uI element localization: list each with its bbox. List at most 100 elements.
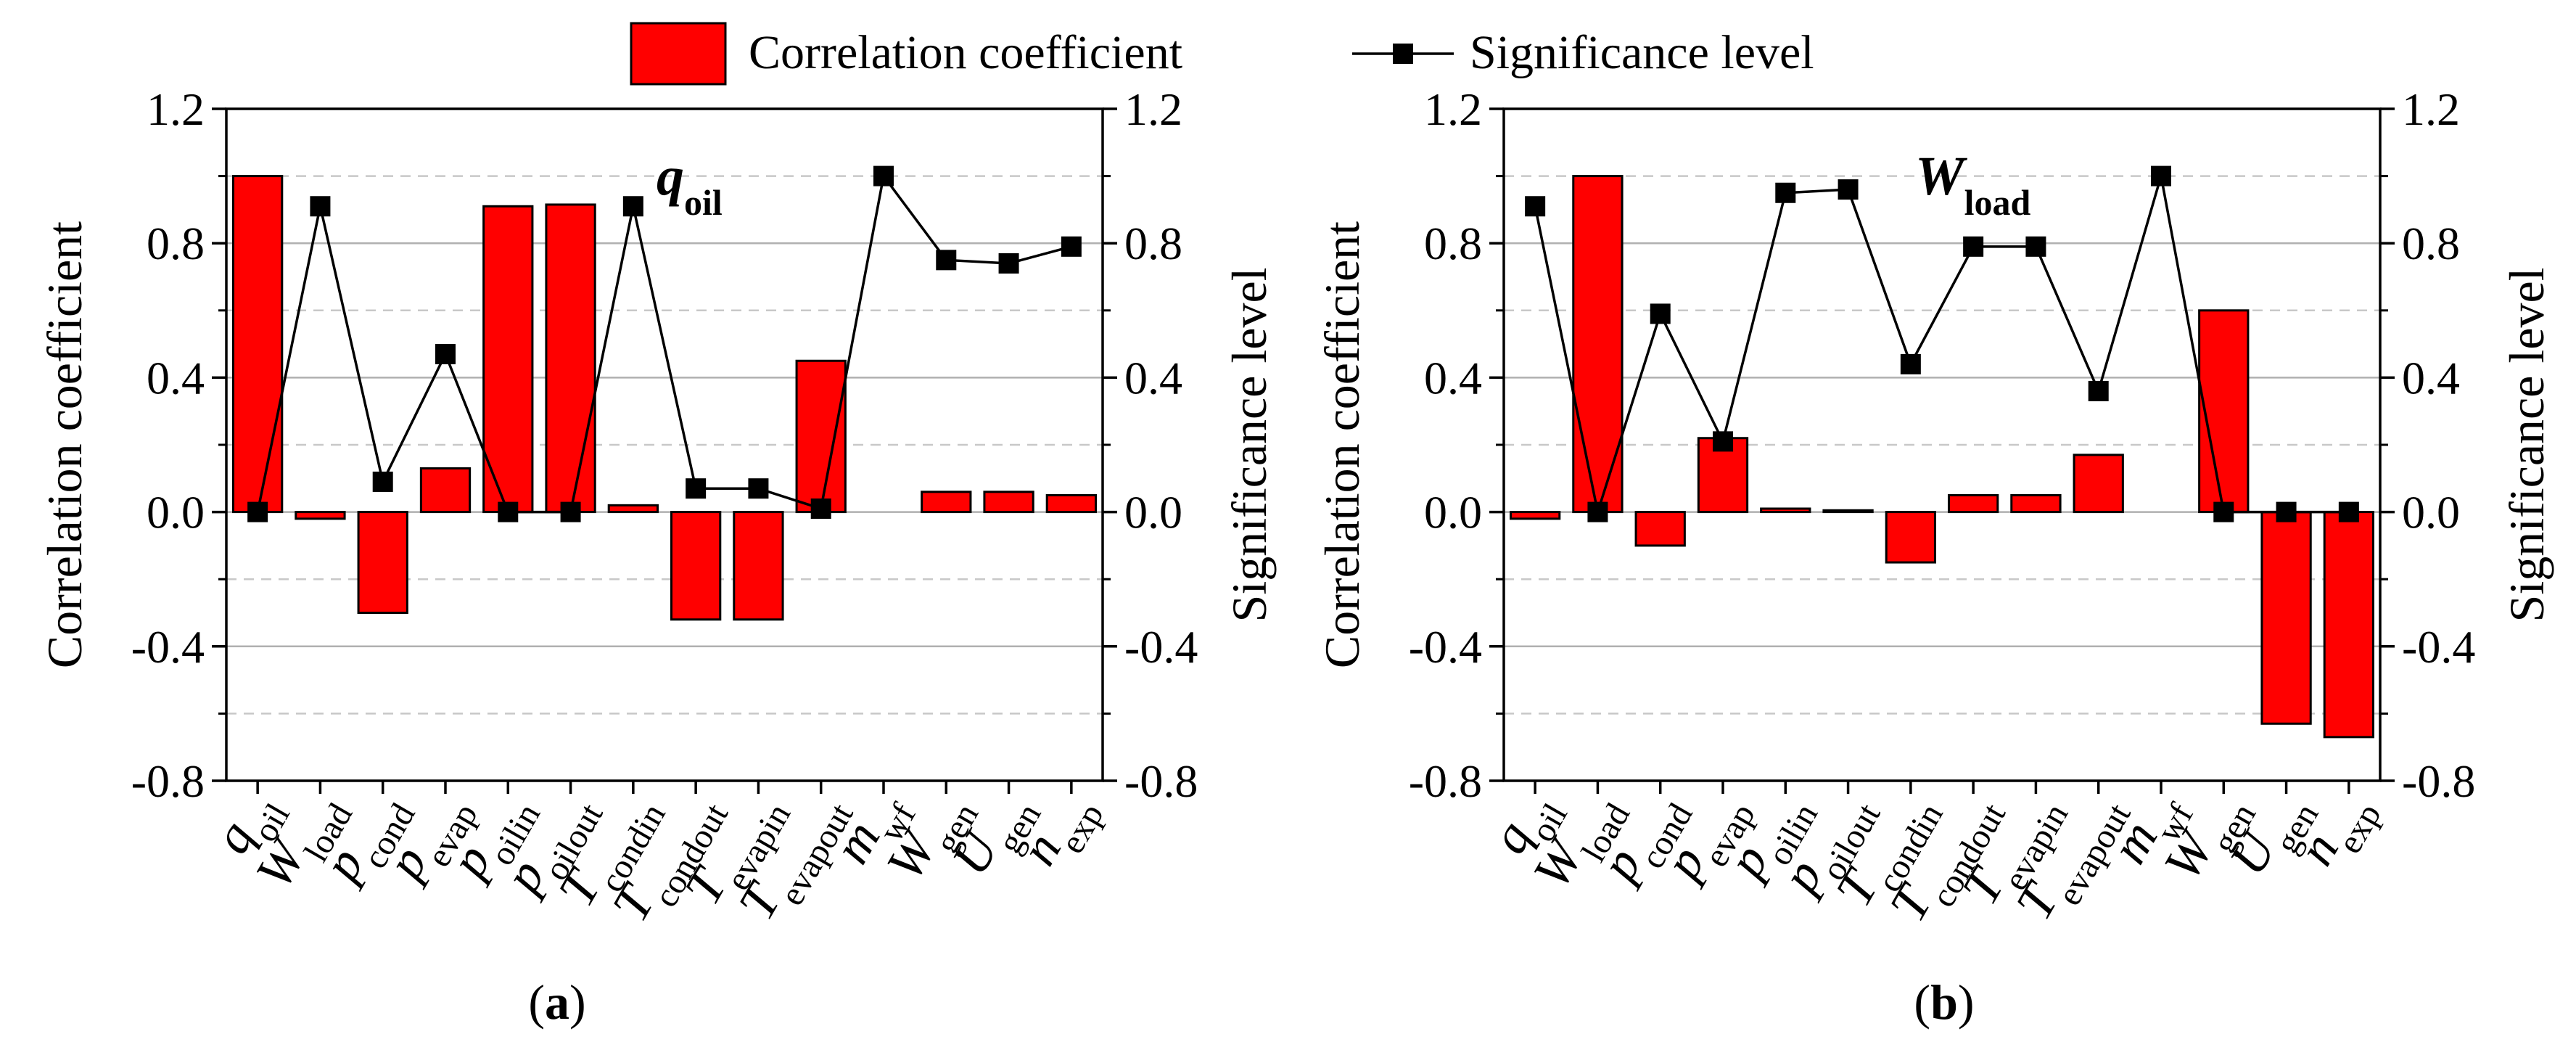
- y-tick-label-left: 0.0: [147, 487, 205, 538]
- y-tick-label-left: 0.0: [1424, 487, 1482, 538]
- y-tick-label-right: 1.2: [2402, 83, 2460, 135]
- bar: [2198, 309, 2250, 514]
- significance-point: [247, 501, 268, 522]
- significance-point: [1963, 236, 1984, 257]
- significance-line: [1534, 176, 2349, 517]
- y-tick-label-left: -0.8: [1409, 755, 1482, 807]
- significance-point: [1650, 303, 1671, 324]
- significance-point: [1900, 353, 1921, 374]
- significance-point: [2025, 236, 2046, 257]
- legend-line-marker: [1393, 44, 1413, 64]
- bar: [2073, 454, 2124, 514]
- y-axis-title-left: Correlation coefficient: [37, 221, 92, 668]
- bar: [295, 511, 346, 520]
- y-tick-label-left: 0.4: [1424, 352, 1482, 403]
- bar: [2260, 511, 2312, 725]
- y-tick-label-right: 0.4: [2402, 352, 2460, 403]
- significance-point: [1587, 501, 1608, 522]
- significance-point: [1838, 179, 1859, 200]
- y-tick-label-right: 0.0: [1124, 487, 1182, 538]
- y-tick-label-right: 0.8: [1124, 218, 1182, 269]
- bar: [1760, 507, 1811, 514]
- y-tick-label-right: -0.8: [2402, 755, 2475, 807]
- y-tick-label-right: 0.4: [1124, 352, 1182, 403]
- significance-point: [748, 478, 769, 499]
- significance-point: [2151, 165, 2171, 186]
- x-tick-label: Wload: [1522, 779, 1637, 906]
- legend-line-label: Significance level: [1470, 26, 1814, 79]
- panel-label: (b): [1914, 975, 1974, 1030]
- chart-panel-b: -0.8 -0.8 -0.4 -0.4 0.0 0.0 0.4 0.4 0.8 0.8 1.2 1.2…: [1314, 83, 2554, 1030]
- bar: [545, 203, 596, 514]
- y-tick-label-right: 0.8: [2402, 218, 2460, 269]
- panels: -0.8 -0.8 -0.4 -0.4 0.0 0.0 0.4 0.4 0.8 0.8 1.2 1.2…: [37, 83, 2554, 1030]
- bar: [1045, 493, 1098, 514]
- y-axis-title-left: Correlation coefficient: [1314, 221, 1370, 668]
- significance-point: [498, 501, 519, 522]
- y-axis-title-right: Significance level: [2499, 267, 2554, 622]
- bar: [670, 511, 722, 621]
- significance-point: [622, 196, 643, 217]
- bar: [1947, 493, 1999, 514]
- panel-annotation: qoil: [657, 146, 723, 223]
- significance-point: [435, 343, 456, 364]
- y-tick-label-left: 1.2: [1424, 83, 1482, 135]
- panel-annotation: Wload: [1915, 146, 2030, 223]
- x-tick-label: nexp: [1009, 779, 1111, 882]
- significance-point: [2338, 501, 2359, 522]
- bar: [419, 467, 472, 514]
- bar: [1509, 511, 1561, 520]
- chart-panel-a: -0.8 -0.8 -0.4 -0.4 0.0 0.0 0.4 0.4 0.8 0.8 1.2 1.2…: [37, 83, 1277, 1030]
- y-tick-label-left: -0.4: [1409, 621, 1482, 673]
- panel-label: (a): [528, 975, 585, 1030]
- legend-bar-swatch: [630, 22, 727, 86]
- significance-point: [810, 498, 831, 519]
- significance-point: [1713, 431, 1733, 452]
- significance-point: [1775, 182, 1796, 203]
- significance-point: [310, 196, 331, 217]
- y-tick-label-left: 0.4: [147, 352, 205, 403]
- y-tick-label-left: 0.8: [1424, 218, 1482, 269]
- y-tick-label-right: 1.2: [1124, 83, 1182, 135]
- significance-point: [998, 253, 1019, 274]
- significance-point: [873, 165, 894, 186]
- significance-point: [936, 250, 957, 271]
- significance-point: [1525, 196, 1546, 217]
- y-tick-label-right: -0.8: [1124, 755, 1198, 807]
- x-tick-label: pevap: [1651, 779, 1763, 899]
- bar: [1822, 509, 1874, 514]
- bar: [921, 491, 972, 514]
- y-tick-label-left: 0.8: [147, 218, 205, 269]
- y-tick-label-right: -0.4: [2402, 621, 2475, 673]
- bar: [607, 504, 659, 514]
- significance-line: [256, 173, 1072, 514]
- significance-point: [2276, 501, 2297, 522]
- significance-point: [372, 471, 393, 492]
- x-tick-label: pevap: [374, 779, 485, 899]
- legend-bar-label: Correlation coefficient: [749, 26, 1182, 79]
- significance-point: [2088, 380, 2109, 401]
- bar: [2323, 511, 2375, 739]
- y-tick-label-left: -0.8: [131, 755, 205, 807]
- y-tick-label-left: 1.2: [147, 83, 205, 135]
- bar: [231, 175, 284, 514]
- bar: [733, 511, 784, 621]
- x-tick-label: Wload: [244, 779, 360, 906]
- bar: [1634, 511, 1686, 547]
- legend: Correlation coefficient Significance lev…: [630, 22, 1814, 86]
- significance-point: [2213, 501, 2234, 522]
- bar: [795, 359, 847, 514]
- bar: [2010, 493, 2062, 514]
- bar: [1572, 175, 1624, 514]
- y-tick-label-left: -0.4: [131, 621, 205, 673]
- significance-point: [1061, 236, 1082, 257]
- bar: [983, 491, 1034, 514]
- y-axis-title-right: Significance level: [1222, 267, 1277, 622]
- significance-point: [686, 478, 707, 499]
- bar: [357, 511, 408, 614]
- x-tick-label: nexp: [2287, 779, 2389, 882]
- significance-point: [560, 501, 581, 522]
- y-tick-label-right: -0.4: [1124, 621, 1198, 673]
- y-tick-label-right: 0.0: [2402, 487, 2460, 538]
